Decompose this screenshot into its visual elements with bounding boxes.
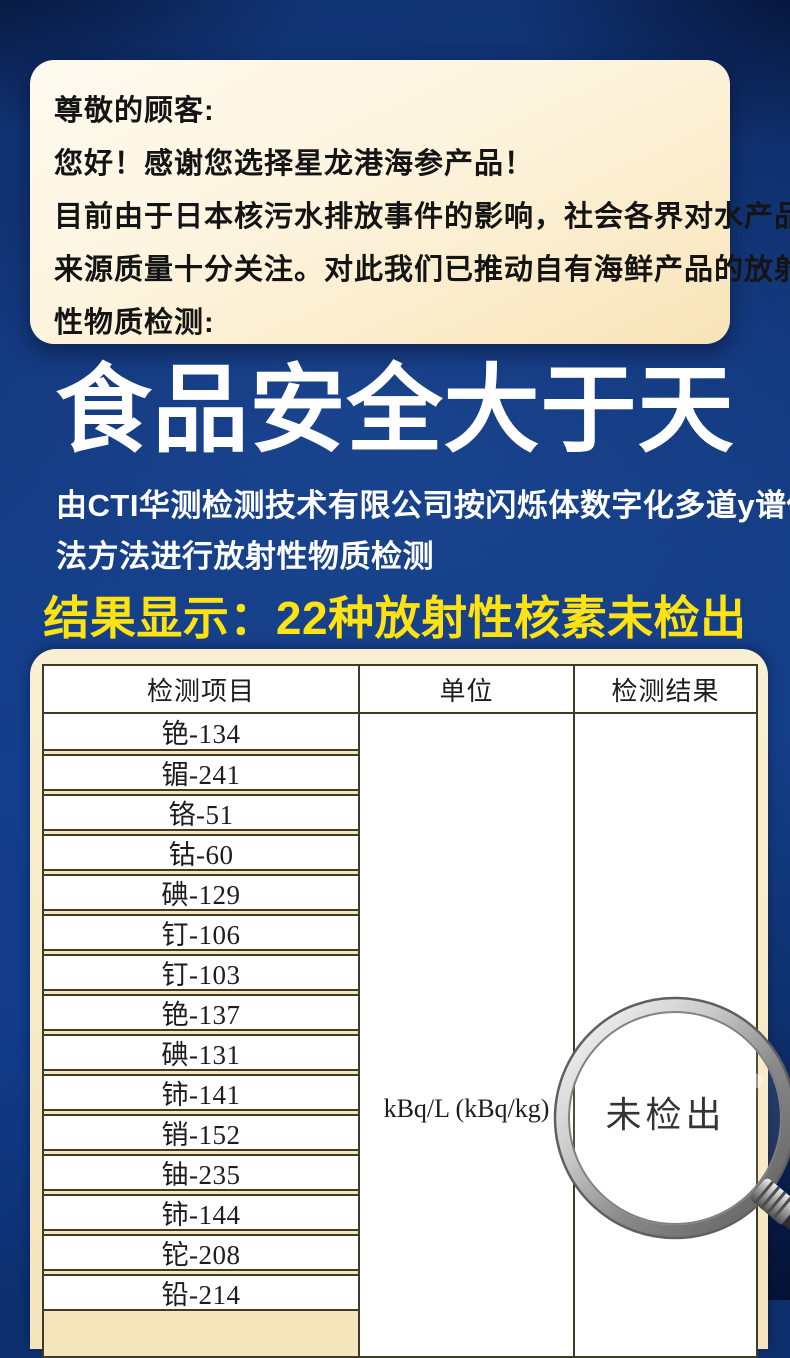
notice-salutation: 尊敬的顾客:: [54, 95, 215, 127]
notice-paragraph-line: 来源质量十分关注。对此我们已推动自有海鲜产品的放射: [54, 254, 790, 286]
table-row: 铈-144: [44, 1194, 358, 1231]
customer-notice-card: 尊敬的顾客: 您好！感谢您选择星龙港海参产品！ 目前由于日本核污水排放事件的影响…: [30, 60, 790, 344]
notice-greeting: 您好！感谢您选择星龙港海参产品！: [54, 148, 535, 180]
table-row: 碘-131: [44, 1034, 358, 1071]
table-row: 铅-214: [44, 1274, 358, 1311]
notice-paragraph-line: 目前由于日本核污水排放事件的影响，社会各界对水产品: [54, 201, 790, 233]
testing-method-line: 由CTI华测检测技术有限公司按闪烁体数字化多道y谱仪: [56, 488, 790, 523]
table-row: 铈-141: [44, 1074, 358, 1111]
table-row: 铯-134: [44, 714, 358, 751]
magnifier-icon: [553, 996, 790, 1240]
table-row: 铀-235: [44, 1154, 358, 1191]
unit-value: kBq/L (kBq/kg): [383, 1094, 550, 1123]
table-row: 钴-60: [44, 834, 358, 871]
table-row: 镅-241: [44, 754, 358, 791]
notice-paragraph-line: 性物质检测:: [54, 307, 215, 339]
column-header-item: 检测项目: [44, 666, 360, 712]
result-banner: 结果显示：22种放射性核素未检出: [43, 592, 747, 644]
report-panel: 检测项目 单位 检测结果 铯-134 镅-241 铬-51 钴-60 碘-129…: [30, 649, 768, 1358]
page-title: 食品安全大于天: [55, 357, 735, 464]
column-header-unit: 单位: [360, 666, 575, 712]
table-row: 钉-103: [44, 954, 358, 991]
table-row: 销-152: [44, 1114, 358, 1151]
table-row: 碘-129: [44, 874, 358, 911]
isotope-column: 铯-134 镅-241 铬-51 钴-60 碘-129 钉-106 钉-103 …: [44, 714, 360, 1356]
table-row: 钉-106: [44, 914, 358, 951]
result-value: 未检出: [575, 1086, 756, 1138]
table-row: 铊-208: [44, 1234, 358, 1271]
testing-method-text: 由CTI华测检测技术有限公司按闪烁体数字化多道y谱仪 法方法进行放射性物质检测: [56, 480, 790, 582]
table-row: 铯-137: [44, 994, 358, 1031]
unit-column: kBq/L (kBq/kg): [360, 714, 575, 1356]
table-header-row: 检测项目 单位 检测结果: [44, 666, 756, 714]
table-row: 铬-51: [44, 794, 358, 831]
column-header-result: 检测结果: [611, 676, 720, 706]
testing-method-line: 法方法进行放射性物质检测: [56, 539, 434, 574]
